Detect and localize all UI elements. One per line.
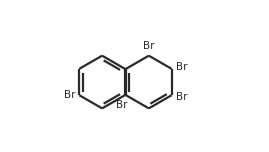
Text: Br: Br: [176, 92, 188, 102]
Text: Br: Br: [63, 90, 75, 100]
Text: Br: Br: [116, 100, 128, 110]
Text: Br: Br: [176, 62, 188, 72]
Text: Br: Br: [143, 41, 155, 51]
